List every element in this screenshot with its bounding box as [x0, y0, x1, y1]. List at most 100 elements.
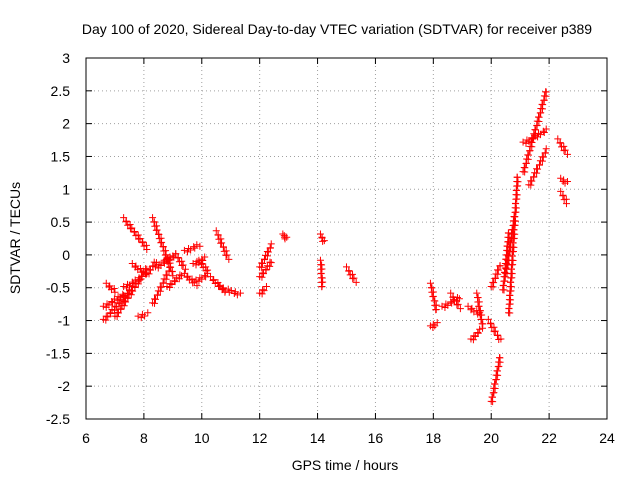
data-point	[491, 327, 499, 335]
data-point	[522, 160, 530, 168]
data-point	[144, 309, 152, 317]
data-point	[198, 275, 206, 283]
x-tick-label: 16	[368, 430, 384, 446]
data-point	[318, 283, 326, 291]
data-point	[494, 331, 502, 339]
data-point	[559, 191, 567, 199]
data-point	[163, 271, 171, 279]
data-point	[189, 260, 197, 268]
data-point	[497, 335, 505, 343]
data-point	[530, 173, 538, 181]
data-point	[470, 332, 478, 340]
data-point	[124, 294, 132, 302]
data-point	[561, 146, 569, 154]
data-points	[99, 88, 571, 406]
data-point	[267, 240, 275, 248]
data-point	[180, 246, 188, 254]
data-point	[111, 302, 119, 310]
x-tick-labels: 6 8 10 12 14 16 18 20 22 24	[82, 430, 615, 446]
data-point	[283, 233, 291, 241]
x-tick-label: 24	[599, 430, 615, 446]
data-point	[221, 287, 229, 295]
data-point	[225, 255, 233, 263]
grid	[86, 58, 607, 419]
data-point	[505, 229, 513, 237]
data-point	[132, 262, 140, 270]
data-point	[432, 306, 440, 313]
data-point	[260, 270, 268, 278]
data-point	[106, 282, 114, 290]
y-tick-label: 1	[62, 181, 70, 197]
y-tick-label: -2	[58, 378, 71, 394]
data-point	[178, 261, 186, 269]
data-point	[526, 147, 534, 155]
data-point	[536, 109, 544, 117]
data-point	[233, 291, 241, 299]
data-point	[137, 275, 145, 283]
data-point	[119, 290, 127, 298]
data-point	[535, 161, 543, 169]
data-point	[525, 137, 533, 145]
data-point	[147, 266, 155, 274]
data-point	[563, 178, 571, 186]
data-point	[563, 150, 571, 158]
data-point	[521, 164, 529, 172]
data-point	[264, 248, 272, 256]
y-tick-label: -0.5	[46, 280, 70, 296]
data-point	[535, 113, 543, 121]
data-point	[227, 286, 235, 294]
data-point	[519, 138, 527, 146]
y-tick-labels: -2.5 -2 -1.5 -1 -0.5 0 0.5 1 1.5 2 2.5 3	[46, 50, 70, 427]
data-point	[206, 273, 214, 281]
data-point	[319, 278, 327, 286]
data-point	[160, 256, 168, 264]
data-point	[533, 122, 541, 130]
data-point	[318, 265, 326, 273]
data-point	[116, 294, 124, 302]
chart-title: Day 100 of 2020, Sidereal Day-to-day VTE…	[82, 21, 592, 37]
data-point	[176, 271, 184, 279]
data-point	[195, 256, 203, 264]
data-point	[204, 266, 212, 274]
data-point	[449, 293, 457, 301]
data-point	[120, 283, 128, 291]
data-point	[496, 354, 504, 362]
data-point	[507, 283, 515, 291]
data-point	[179, 261, 187, 269]
data-point	[352, 278, 360, 286]
data-point	[464, 302, 472, 310]
data-point	[438, 302, 446, 310]
data-point	[193, 282, 201, 290]
data-point	[349, 275, 357, 283]
data-point	[224, 285, 232, 293]
data-point	[496, 262, 504, 270]
x-tick-label: 18	[426, 430, 442, 446]
data-point	[540, 96, 548, 104]
data-point	[258, 269, 266, 277]
data-point	[316, 230, 324, 238]
data-point	[135, 235, 143, 243]
data-point	[166, 263, 174, 271]
data-point	[184, 272, 192, 280]
data-point	[109, 299, 117, 307]
data-point	[107, 310, 115, 318]
data-point	[183, 248, 191, 256]
data-point	[532, 126, 540, 134]
y-tick-label: 0	[62, 247, 70, 263]
data-point	[488, 393, 496, 401]
data-point	[169, 272, 177, 280]
data-point	[236, 289, 244, 297]
data-point	[192, 276, 200, 284]
data-point	[143, 246, 151, 254]
data-point	[491, 274, 499, 282]
y-tick-label: -2.5	[46, 411, 70, 427]
data-point	[454, 300, 462, 308]
data-point	[122, 217, 130, 225]
x-tick-label: 22	[541, 430, 557, 446]
data-point	[560, 176, 568, 184]
data-point	[120, 291, 128, 299]
data-point	[218, 239, 226, 247]
data-point	[350, 274, 358, 282]
data-point	[562, 200, 570, 208]
data-point	[542, 145, 550, 153]
